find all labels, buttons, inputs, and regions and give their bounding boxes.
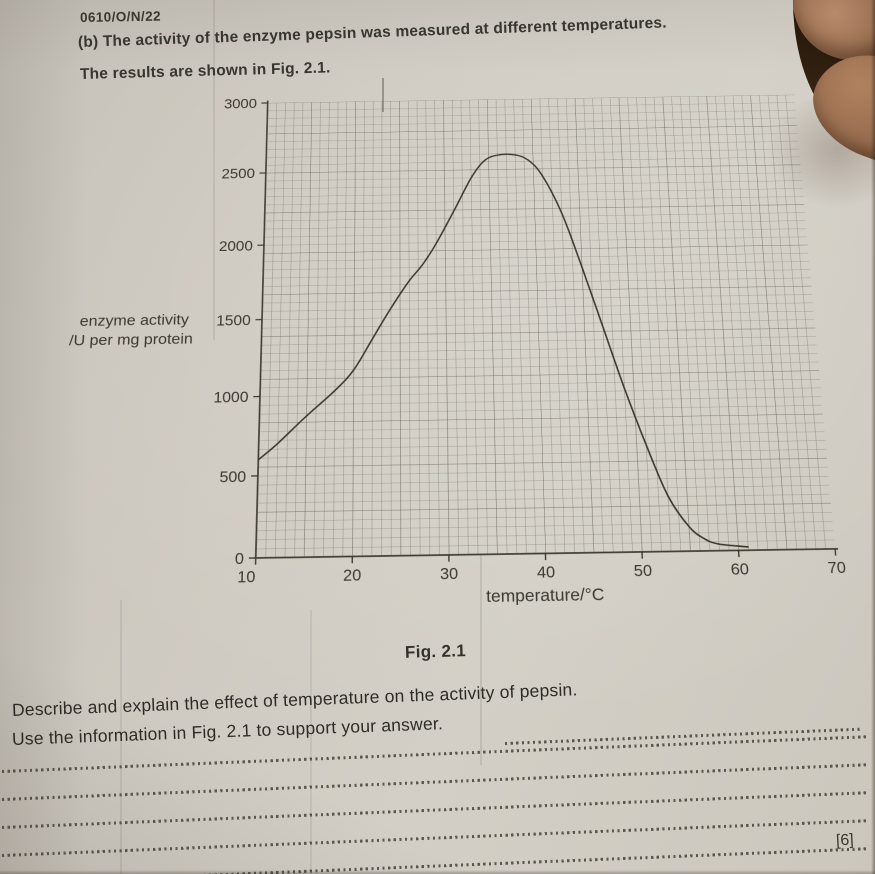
y-axis-ticks: 0 500 1000 1500 2000 2500 3000 [213,97,267,569]
paper-code: 0610/O/N/22 [79,8,162,25]
answer-dotted-line [1,791,868,829]
svg-text:60: 60 [730,561,749,579]
question-text-line1: Describe and explain the effect of tempe… [11,679,578,720]
svg-text:50: 50 [633,562,652,580]
svg-text:2000: 2000 [219,239,253,255]
x-axis-ticks: 10 20 30 40 50 60 70 [237,549,847,587]
svg-text:40: 40 [537,564,556,582]
marks-badge: [6] [835,831,855,850]
x-axis-label: temperature/°C [486,585,605,606]
question-intro-line1: (b) The activity of the enzyme pepsin wa… [77,14,668,51]
svg-text:20: 20 [343,567,361,585]
paper-crease [310,610,312,874]
answer-dotted-line [1,763,868,801]
svg-text:1500: 1500 [216,313,251,329]
photo-edge-bottom [0,870,875,874]
svg-text:30: 30 [440,565,458,583]
y-axis-label-line1: enzyme activity [79,312,189,330]
svg-text:3000: 3000 [224,97,257,112]
svg-text:500: 500 [219,469,246,486]
question-text-line2: Use the information in Fig. 2.1 to suppo… [11,713,444,749]
figure-2-1: 0 500 1000 1500 2000 2500 3000 10 20 30 40 50 60 70 … [66,53,866,627]
y-axis-label-line2: /U per mg protein [69,331,194,349]
photo-edge-right [871,0,875,874]
svg-text:10: 10 [237,569,256,587]
svg-text:2500: 2500 [221,167,255,182]
graph-paper-grid-major [255,94,836,558]
svg-text:1000: 1000 [213,390,249,407]
figure-caption: Fig. 2.1 [404,641,467,662]
svg-text:70: 70 [827,559,847,577]
svg-text:0: 0 [235,551,245,569]
answer-dotted-line [1,819,868,857]
